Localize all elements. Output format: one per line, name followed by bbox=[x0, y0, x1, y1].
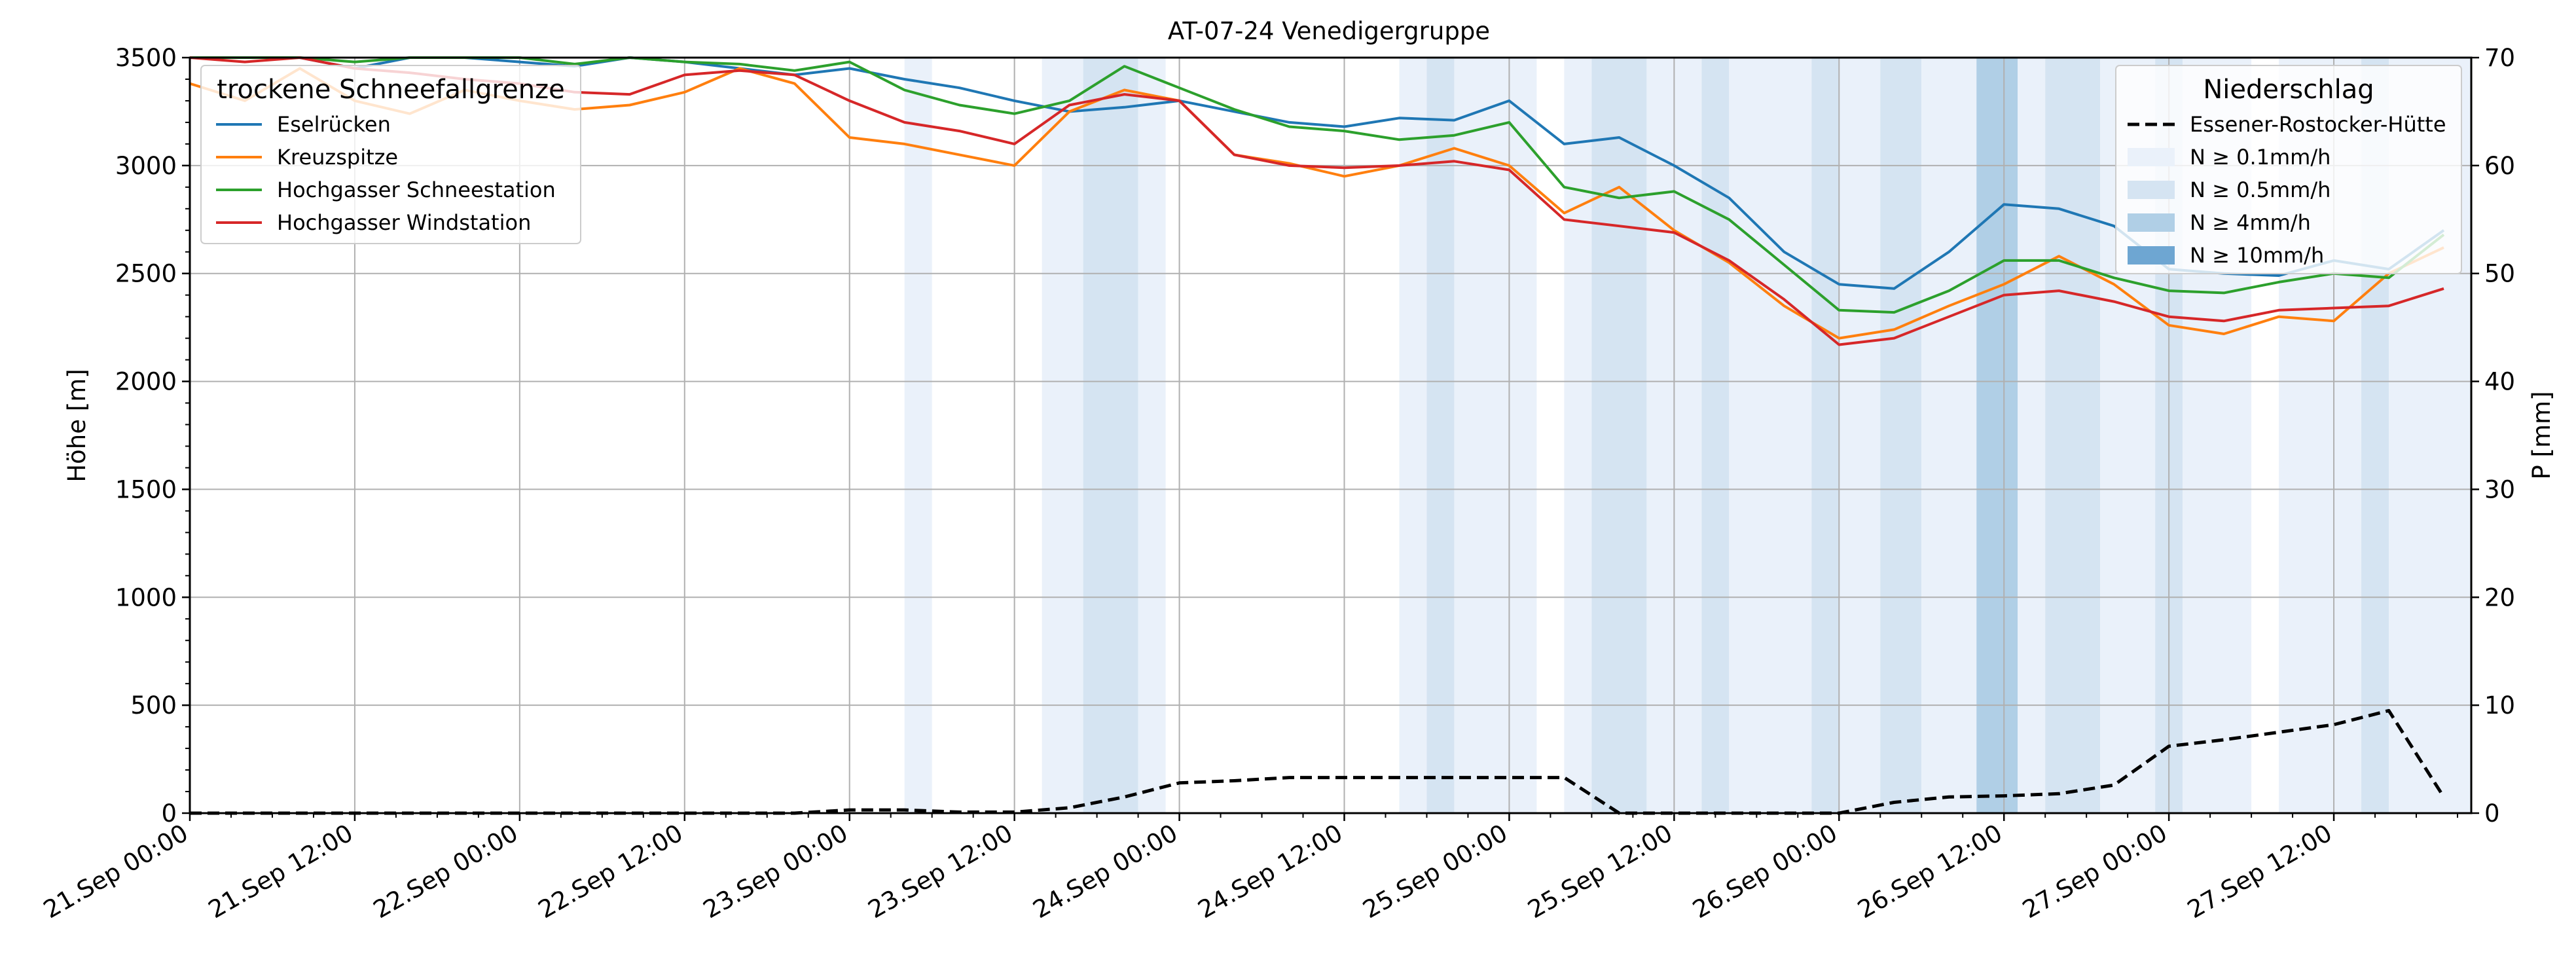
legend-swatch bbox=[2128, 213, 2175, 232]
precip-band bbox=[1138, 58, 1166, 813]
precip-band bbox=[1921, 58, 1977, 813]
legend-box bbox=[200, 65, 581, 244]
legend-label: Kreuzspitze bbox=[277, 145, 398, 170]
y-tick-label: 2000 bbox=[115, 368, 177, 396]
x-tick-label: 26.Sep 12:00 bbox=[1853, 819, 2006, 924]
x-tick-label: 22.Sep 12:00 bbox=[534, 819, 687, 924]
precip-band bbox=[1399, 58, 1427, 813]
legend-label: Essener-Rostocker-Hütte bbox=[2190, 112, 2446, 137]
y2-axis-label: P [mm] bbox=[2528, 391, 2556, 479]
legend-label: Hochgasser Windstation bbox=[277, 210, 531, 235]
x-tick-label: 27.Sep 12:00 bbox=[2183, 819, 2336, 924]
x-tick-label: 27.Sep 00:00 bbox=[2018, 819, 2171, 924]
y2-tick-label: 50 bbox=[2484, 260, 2515, 288]
y2-tick-label: 40 bbox=[2484, 368, 2515, 396]
x-tick-label: 24.Sep 12:00 bbox=[1193, 819, 1347, 924]
x-tick-label: 26.Sep 00:00 bbox=[1688, 819, 1841, 924]
precip-band bbox=[2018, 58, 2046, 813]
precip-band bbox=[1454, 58, 1537, 813]
y-tick-label: 3500 bbox=[115, 44, 177, 72]
series-line bbox=[190, 56, 2445, 314]
x-tick-label: 23.Sep 00:00 bbox=[698, 819, 852, 924]
precip-band bbox=[1701, 58, 1730, 813]
precip-band bbox=[1591, 58, 1647, 813]
chart-title: AT-07-24 Venedigergruppe bbox=[1168, 17, 1490, 45]
plot-frame bbox=[189, 56, 2473, 814]
precip-band bbox=[1976, 58, 2018, 813]
precip-band bbox=[1880, 58, 1922, 813]
snowline-legend: trockene Schneefallgrenze Eselrücken Kreuz… bbox=[200, 65, 581, 244]
y2-tick-label: 20 bbox=[2484, 583, 2515, 611]
y2-tick-label: 0 bbox=[2484, 799, 2500, 828]
x-tick-label: 24.Sep 00:00 bbox=[1028, 819, 1182, 924]
precip-band bbox=[904, 58, 932, 813]
legend-label: N ≥ 0.5mm/h bbox=[2190, 177, 2331, 202]
y-tick-label: 2500 bbox=[115, 260, 177, 288]
y2-tick-label: 10 bbox=[2484, 691, 2515, 720]
x-tick-label: 23.Sep 12:00 bbox=[863, 819, 1017, 924]
legend-label: Hochgasser Schneestation bbox=[277, 177, 556, 202]
y-axis-label: Höhe [m] bbox=[63, 369, 91, 482]
x-tick-label: 21.Sep 12:00 bbox=[204, 819, 357, 924]
precip-band bbox=[1564, 58, 1592, 813]
legend-swatch bbox=[2128, 181, 2175, 199]
precip-band bbox=[1729, 58, 1812, 813]
legend-label: Eselrücken bbox=[277, 112, 391, 137]
legend-label: N ≥ 0.1mm/h bbox=[2190, 145, 2331, 170]
x-tick-label: 25.Sep 00:00 bbox=[1358, 819, 1512, 924]
x-tick-label: 25.Sep 12:00 bbox=[1523, 819, 1677, 924]
y2-tick-label: 30 bbox=[2484, 475, 2515, 503]
precip-band bbox=[1426, 58, 1455, 813]
precip-band bbox=[2045, 58, 2101, 813]
legend-label: N ≥ 4mm/h bbox=[2190, 210, 2311, 235]
precip-band bbox=[1042, 58, 1083, 813]
legend-title: Niederschlag bbox=[2203, 75, 2374, 105]
precip-band bbox=[1083, 58, 1138, 813]
legend-label: N ≥ 10mm/h bbox=[2190, 243, 2324, 268]
precip-band bbox=[1811, 58, 1840, 813]
legend-swatch bbox=[2128, 246, 2175, 265]
legend-swatch bbox=[2128, 148, 2175, 166]
x-tick-label: 22.Sep 00:00 bbox=[369, 819, 522, 924]
legend-title: trockene Schneefallgrenze bbox=[217, 75, 564, 105]
y-tick-label: 3000 bbox=[115, 152, 177, 180]
precip-band bbox=[1839, 58, 1881, 813]
y2-tick-label: 60 bbox=[2484, 152, 2515, 180]
legend-box bbox=[2115, 65, 2462, 274]
y-tick-label: 1500 bbox=[115, 475, 177, 503]
y2-tick-label: 70 bbox=[2484, 44, 2515, 72]
y-tick-label: 500 bbox=[130, 691, 177, 720]
precipitation-legend: Niederschlag Essener-Rostocker-Hütte N ≥ 0… bbox=[2115, 65, 2462, 274]
y-tick-label: 1000 bbox=[115, 583, 177, 611]
y-tick-label: 0 bbox=[161, 799, 177, 828]
x-tick-label: 21.Sep 00:00 bbox=[39, 819, 192, 924]
